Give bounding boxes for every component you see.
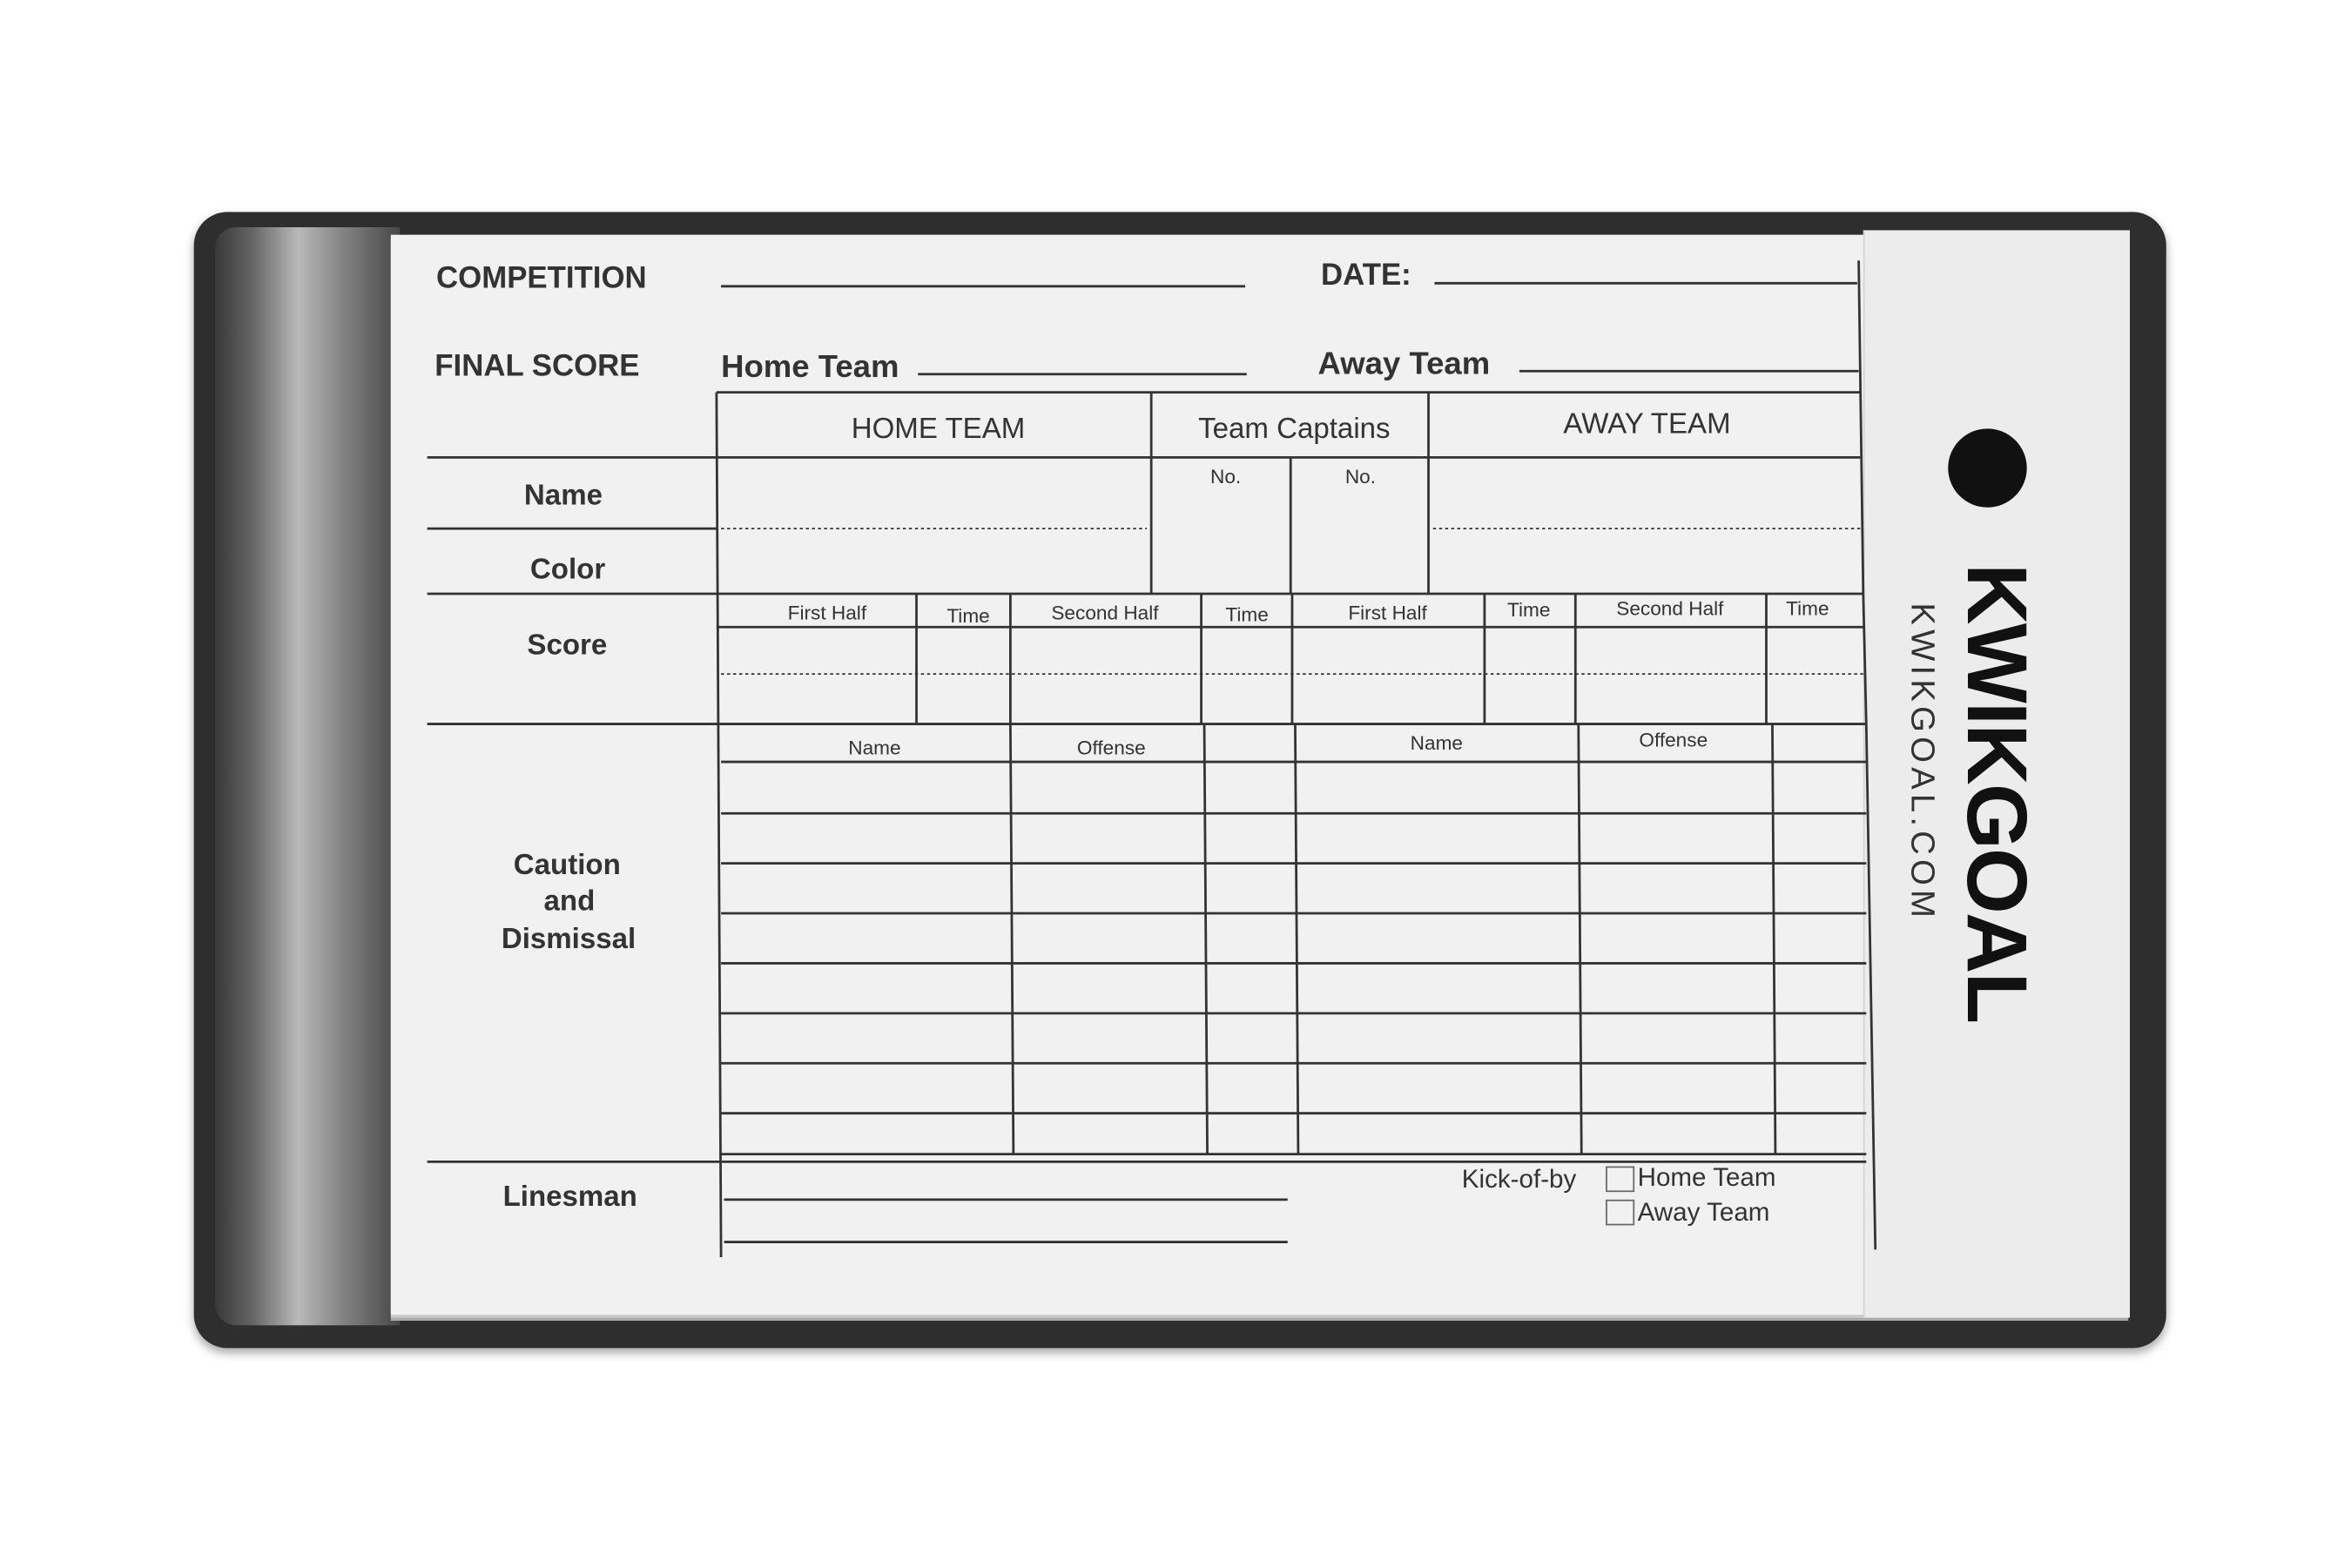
home-team-score-label: Home Team — [721, 349, 899, 385]
dismissal-label: Dismissal — [501, 924, 637, 956]
home-team-option: Home Team — [1637, 1163, 1776, 1193]
competition-label: COMPETITION — [436, 261, 647, 296]
score-col-time: Time — [1507, 598, 1551, 622]
color-row-label: Color — [529, 554, 606, 587]
away-team-score-label: Away Team — [1317, 347, 1491, 382]
caution-col-name: Name — [1410, 731, 1464, 755]
clear-sleeve — [215, 226, 401, 1326]
kwikgoal-ball-icon — [1948, 428, 2027, 508]
name-row-label: Name — [523, 480, 603, 513]
score-col-first-half: First Half — [1348, 601, 1427, 624]
score-col-first-half: First Half — [787, 601, 867, 624]
logo-band — [1863, 230, 2131, 1318]
home-team-checkbox[interactable] — [1606, 1166, 1635, 1193]
and-label: and — [543, 885, 596, 919]
score-card — [390, 234, 2129, 1316]
score-row-label: Score — [527, 629, 608, 663]
caution-col-offense: Offense — [1639, 728, 1708, 751]
final-score-label: FINAL SCORE — [434, 349, 640, 384]
kwikgoal-logo: KWIKGOAL — [1949, 563, 2045, 1023]
score-col-time: Time — [946, 604, 990, 628]
caution-col-name: Name — [848, 736, 901, 759]
kwikgoal-url: KWIKGOAL.COM — [1903, 602, 1943, 923]
date-label: DATE: — [1321, 259, 1411, 293]
away-team-option: Away Team — [1637, 1198, 1770, 1228]
score-col-second-half: Second Half — [1051, 601, 1159, 624]
kickoff-label: Kick-of-by — [1461, 1164, 1577, 1194]
home-team-header: HOME TEAM — [851, 413, 1026, 446]
score-col-second-half: Second Half — [1616, 596, 1724, 620]
away-team-checkbox[interactable] — [1606, 1199, 1635, 1226]
away-team-header: AWAY TEAM — [1563, 408, 1731, 441]
score-col-time: Time — [1786, 596, 1829, 620]
team-captains-header: Team Captains — [1198, 413, 1391, 446]
caution-label: Caution — [513, 849, 621, 882]
captain-number-home: No. — [1210, 465, 1242, 488]
caution-col-offense: Offense — [1076, 736, 1146, 759]
linesman-label: Linesman — [502, 1181, 637, 1214]
score-col-time: Time — [1225, 602, 1269, 626]
captain-number-away: No. — [1344, 465, 1377, 488]
